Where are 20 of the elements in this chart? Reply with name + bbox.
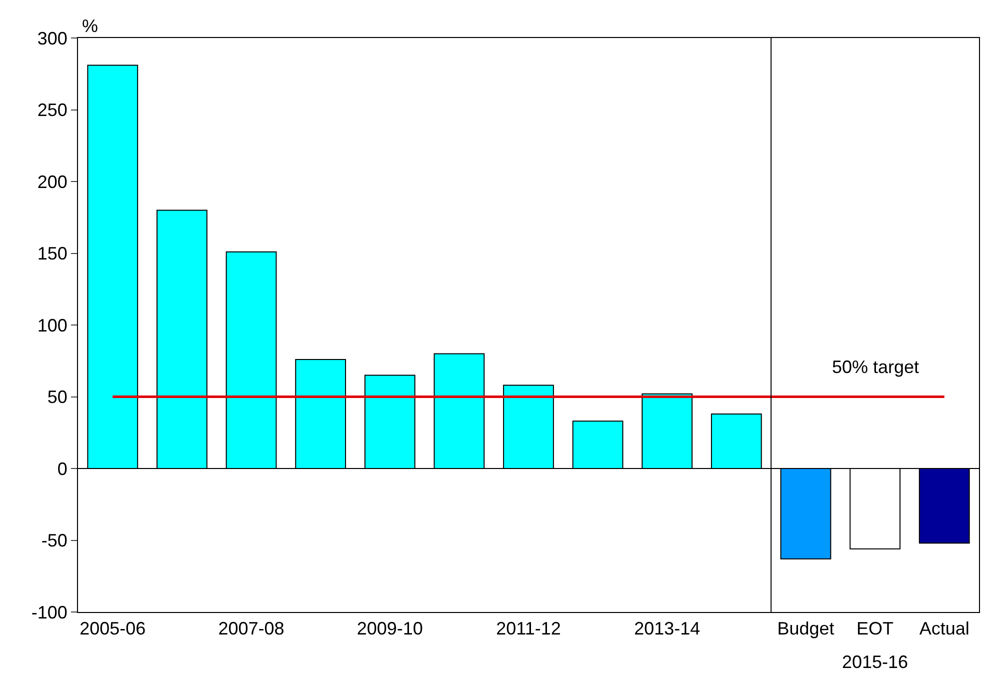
- y-tick-label: 150: [37, 244, 68, 264]
- x-tick-label: EOT: [856, 618, 894, 639]
- y-tick-label: -50: [41, 530, 68, 551]
- y-tick-label: 50: [47, 387, 68, 408]
- x-tick-label: 2007-08: [218, 618, 284, 639]
- y-tick-label: -100: [31, 602, 68, 622]
- y-axis-title: %: [82, 16, 98, 36]
- y-tick-label: 200: [37, 172, 68, 192]
- text: 2015-16: [842, 652, 908, 672]
- x-tick-label: Actual: [919, 618, 970, 639]
- x-tick-label: 2009-10: [356, 618, 423, 639]
- y-tick-label: 0: [57, 458, 68, 479]
- y-tick-label: 100: [37, 315, 68, 336]
- x-tick-label: Budget: [777, 618, 834, 639]
- ref-line-label: 50% target: [832, 357, 920, 377]
- y-tick-label: 300: [37, 28, 68, 48]
- y-tick-label: 250: [37, 100, 68, 120]
- x-tick-label: 2011-12: [496, 618, 561, 639]
- x-tick-label: 2005-06: [80, 618, 146, 639]
- x-tick-label: 2013-14: [634, 618, 700, 639]
